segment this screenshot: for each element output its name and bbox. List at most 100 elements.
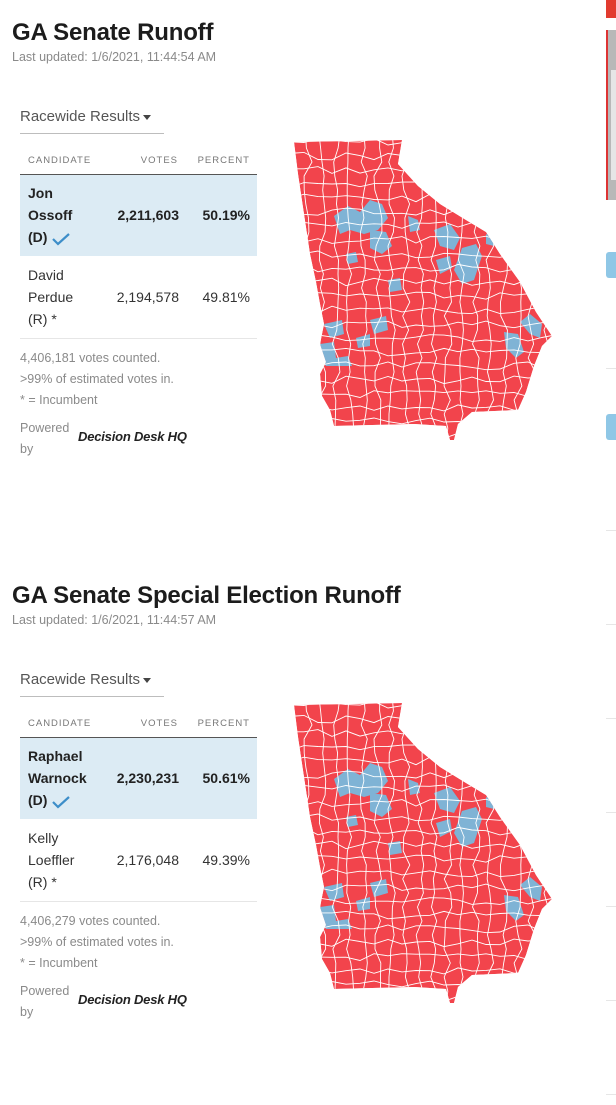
party: (R) *	[28, 310, 57, 327]
race-title: GA Senate Runoff	[12, 19, 214, 46]
divider	[606, 368, 616, 369]
last-name: Loeffler	[28, 851, 75, 868]
map-county-democrat	[370, 879, 388, 897]
footnotes: 4,406,279 votes counted. >99% of estimat…	[20, 911, 174, 974]
candidate-row-winner: Jon Ossoff (D) 2,211,603 50.19%	[20, 174, 257, 256]
caret-down-icon	[143, 677, 152, 683]
county-border	[294, 938, 552, 948]
county-border	[294, 854, 552, 863]
vote-count: 2,176,048	[102, 819, 185, 902]
header-percent: PERCENT	[185, 148, 257, 175]
county-border	[294, 404, 552, 412]
header-votes: VOTES	[102, 148, 185, 175]
dropdown-label: Racewide Results	[20, 671, 141, 688]
county-border	[317, 703, 327, 1003]
vote-percent: 50.19%	[185, 174, 257, 256]
county-border	[294, 995, 552, 1003]
last-updated: Last updated: 1/6/2021, 11:44:54 AM	[12, 50, 217, 64]
divider	[606, 530, 616, 531]
county-border	[373, 140, 383, 440]
table-header: CANDIDATE VOTES PERCENT	[20, 711, 257, 738]
header-percent: PERCENT	[185, 711, 257, 738]
footnotes: 4,406,181 votes counted. >99% of estimat…	[20, 348, 174, 411]
estimated-votes: >99% of estimated votes in.	[20, 372, 174, 386]
county-border	[294, 375, 552, 385]
candidate-name: David Perdue (R) *	[20, 256, 102, 339]
first-name: Jon	[28, 185, 53, 202]
incumbent-note: * = Incumbent	[20, 393, 98, 407]
first-name: David	[28, 266, 64, 283]
map-county-democrat	[320, 342, 352, 366]
vote-percent: 49.81%	[185, 256, 257, 339]
county-border	[294, 361, 552, 371]
powered-by: Powered by	[20, 421, 70, 456]
race-title: GA Senate Special Election Runoff	[12, 582, 401, 609]
divider	[606, 906, 616, 907]
last-name: Perdue	[28, 288, 74, 305]
candidate-row-winner: Raphael Warnock (D) 2,230,231 50.61%	[20, 737, 257, 819]
first-name: Raphael	[28, 748, 83, 765]
map-county-democrat	[356, 334, 370, 348]
divider	[606, 1000, 616, 1001]
county-border	[294, 924, 552, 934]
county-border	[401, 703, 411, 1003]
powered-by: Powered by	[20, 984, 70, 1019]
sidebar-thumbnail[interactable]	[606, 30, 616, 200]
votes-counted: 4,406,181 votes counted.	[20, 351, 161, 365]
last-name: Warnock	[28, 770, 87, 787]
brand-name: Decision Desk HQ	[78, 429, 187, 444]
results-table: CANDIDATE VOTES PERCENT Raphael Warnock …	[20, 711, 257, 902]
header-votes: VOTES	[102, 711, 185, 738]
county-border	[294, 840, 552, 850]
map-county-democrat	[370, 316, 388, 334]
checkmark-icon	[52, 795, 71, 809]
sidebar-button[interactable]	[606, 252, 616, 278]
map-county-democrat	[520, 314, 542, 338]
county-border	[373, 703, 383, 1003]
header-candidate: CANDIDATE	[20, 148, 102, 175]
county-border	[294, 140, 299, 440]
county-border	[294, 967, 552, 975]
last-name: Ossoff	[28, 207, 73, 224]
sidebar-header-strip	[606, 0, 616, 18]
county-border	[294, 432, 552, 440]
results-dropdown[interactable]: Racewide Results	[20, 104, 164, 134]
first-name: Kelly	[28, 829, 59, 846]
header-candidate: CANDIDATE	[20, 711, 102, 738]
sidebar-button[interactable]	[606, 414, 616, 440]
county-border	[294, 703, 299, 1003]
divider	[606, 812, 616, 813]
vote-percent: 49.39%	[185, 819, 257, 902]
candidate-row: Kelly Loeffler (R) * 2,176,048 49.39%	[20, 819, 257, 902]
map-county-democrat	[388, 278, 402, 292]
race-widget: GA Senate Special Election Runoff Last u…	[12, 581, 602, 1019]
county-border	[331, 703, 341, 1003]
map-county-democrat	[356, 897, 370, 911]
county-border	[387, 140, 396, 440]
checkmark-icon	[52, 232, 71, 246]
incumbent-note: * = Incumbent	[20, 956, 98, 970]
county-border	[360, 703, 368, 1003]
ddhq-logo[interactable]: Decision Desk HQ	[78, 429, 187, 444]
table-header: CANDIDATE VOTES PERCENT	[20, 148, 257, 175]
county-border	[294, 277, 552, 287]
georgia-county-map[interactable]	[290, 697, 560, 1007]
results-table: CANDIDATE VOTES PERCENT Jon Ossoff (D) 2…	[20, 148, 257, 339]
divider	[606, 624, 616, 625]
caret-down-icon	[143, 114, 152, 120]
georgia-county-map[interactable]	[290, 134, 560, 444]
county-border	[317, 140, 327, 440]
ddhq-logo[interactable]: Decision Desk HQ	[78, 992, 187, 1007]
county-border	[346, 140, 355, 440]
candidate-name: Jon Ossoff (D)	[20, 174, 102, 256]
county-border	[387, 703, 396, 1003]
county-border	[541, 703, 551, 1003]
results-dropdown[interactable]: Racewide Results	[20, 667, 164, 697]
map-county-democrat	[486, 797, 496, 809]
party: (R) *	[28, 873, 57, 890]
brand-name: Decision Desk HQ	[78, 992, 187, 1007]
map-state-fill	[294, 703, 552, 1003]
dropdown-label: Racewide Results	[20, 108, 141, 125]
race-widget: GA Senate Runoff Last updated: 1/6/2021,…	[12, 18, 602, 456]
map-county-democrat	[486, 234, 496, 246]
